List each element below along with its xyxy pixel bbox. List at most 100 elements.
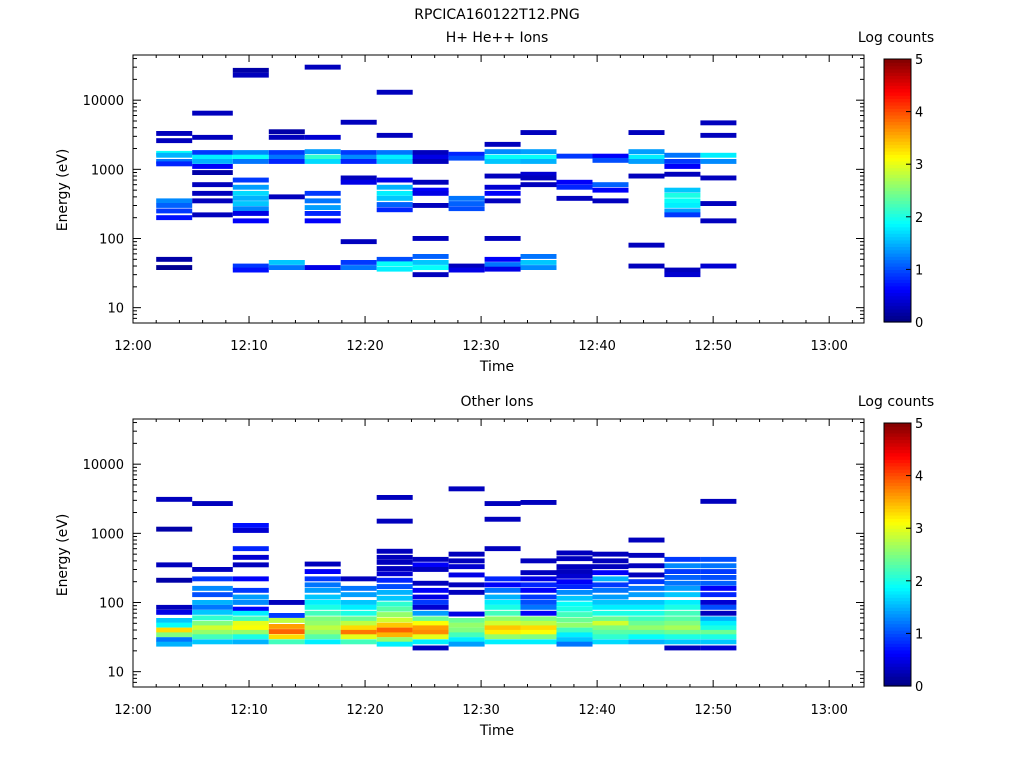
colorbar-segment: [884, 452, 911, 457]
heatmap-cell: [628, 130, 665, 135]
heatmap-cell: [232, 177, 269, 183]
heatmap-cell: [304, 134, 341, 140]
heatmap-cell: [412, 634, 449, 640]
heatmap-cell: [376, 589, 413, 595]
heatmap-cell: [340, 620, 377, 626]
colorbar-segment: [884, 167, 911, 172]
heatmap-cell: [268, 150, 305, 155]
heatmap-cell: [412, 645, 449, 651]
heatmap-cell: [232, 190, 269, 196]
heatmap-cell: [628, 616, 665, 622]
heatmap-cell: [448, 618, 485, 623]
heatmap-cell: [484, 154, 521, 160]
heatmap-cell: [448, 632, 485, 638]
heatmap-cell: [232, 184, 269, 190]
colorbar-segment: [884, 289, 911, 294]
heatmap-cell: [592, 198, 629, 204]
y-axis-label: Energy (eV): [55, 149, 71, 232]
colorbar-segment: [884, 308, 911, 313]
heatmap-cell: [412, 587, 449, 593]
heatmap-cell: [592, 551, 629, 557]
heatmap-cell: [664, 212, 701, 218]
heatmap-cell: [520, 500, 557, 505]
y-tick-label: 10: [107, 666, 124, 681]
heatmap-cell: [448, 486, 485, 492]
heatmap-cell: [520, 625, 557, 631]
heatmap-cell: [376, 266, 413, 272]
heatmap-cell: [232, 159, 269, 164]
colorbar-segment: [884, 226, 911, 231]
heatmap-cell: [520, 182, 557, 188]
heatmap-cell: [700, 610, 737, 616]
colorbar-segment: [884, 672, 911, 677]
heatmap-cell: [376, 627, 413, 633]
colorbar-segment: [884, 187, 911, 192]
heatmap-cell: [192, 585, 233, 591]
heatmap-cell: [628, 625, 665, 631]
heatmap-cell: [376, 577, 413, 583]
heatmap-cell: [448, 263, 485, 269]
heatmap-cell: [448, 582, 485, 588]
heatmap-cell: [376, 637, 413, 643]
heatmap-cell: [304, 587, 341, 593]
heatmap-cell: [664, 159, 701, 164]
heatmap-cell: [592, 564, 629, 570]
heatmap-cell: [448, 641, 485, 647]
heatmap-cell: [156, 637, 193, 643]
heatmap-cell: [192, 629, 233, 635]
heatmap-cell: [448, 558, 485, 564]
heatmap-cell: [304, 561, 341, 567]
heatmap-cell: [340, 150, 377, 155]
colorbar-segment: [884, 85, 911, 90]
heatmap-cell: [628, 585, 665, 591]
heatmap-cell: [192, 164, 233, 169]
colorbar-segment: [884, 492, 911, 496]
colorbar-frame: [883, 422, 912, 687]
heatmap-cell: [520, 149, 557, 155]
heatmap-cell: [412, 154, 449, 160]
heatmap-cell: [304, 639, 341, 645]
heatmap-cell: [664, 629, 701, 635]
y-tick-label: 10: [107, 302, 124, 317]
heatmap-cell: [700, 625, 737, 631]
heatmap-cell: [156, 622, 193, 628]
heatmap-cell: [304, 159, 341, 164]
heatmap-cell: [304, 198, 341, 204]
colorbar-segment: [884, 68, 911, 73]
heatmap-cell: [628, 629, 665, 635]
heatmap-cell: [700, 575, 737, 580]
heatmap-cell: [340, 625, 377, 631]
heatmap-cell: [156, 609, 193, 615]
x-tick-label: 13:00: [810, 703, 847, 718]
colorbar-segment: [884, 626, 911, 631]
heatmap-cell: [664, 198, 701, 204]
heatmap-cell: [484, 629, 521, 635]
colorbar-segment: [884, 669, 911, 674]
heatmap-cell: [520, 576, 557, 582]
heatmap-cell: [232, 218, 269, 224]
heatmap-cell: [520, 175, 557, 181]
x-tick-label: 12:30: [462, 339, 499, 354]
heatmap-cell: [628, 592, 665, 598]
colorbar-segment: [884, 160, 911, 165]
colorbar-segment: [884, 639, 911, 644]
heatmap-cell: [628, 154, 665, 160]
heatmap-cell: [376, 190, 413, 196]
heatmap-cell: [376, 202, 413, 207]
heatmap-cell: [412, 150, 449, 155]
heatmap-cell: [700, 645, 737, 651]
colorbar-segment: [884, 659, 911, 664]
heatmap-cell: [376, 566, 413, 571]
heatmap-cell: [412, 562, 449, 568]
panel-title: Other Ions: [460, 394, 533, 410]
heatmap-cell: [412, 580, 449, 586]
heatmap-cell: [448, 564, 485, 570]
heatmap-cell: [664, 604, 701, 610]
heatmap-cell: [232, 629, 269, 635]
y-tick-label: 10000: [83, 94, 124, 109]
colorbar-segment: [884, 285, 911, 290]
heatmap-cell: [376, 617, 413, 623]
colorbar-segment: [884, 482, 911, 487]
heatmap-cell: [556, 579, 593, 585]
